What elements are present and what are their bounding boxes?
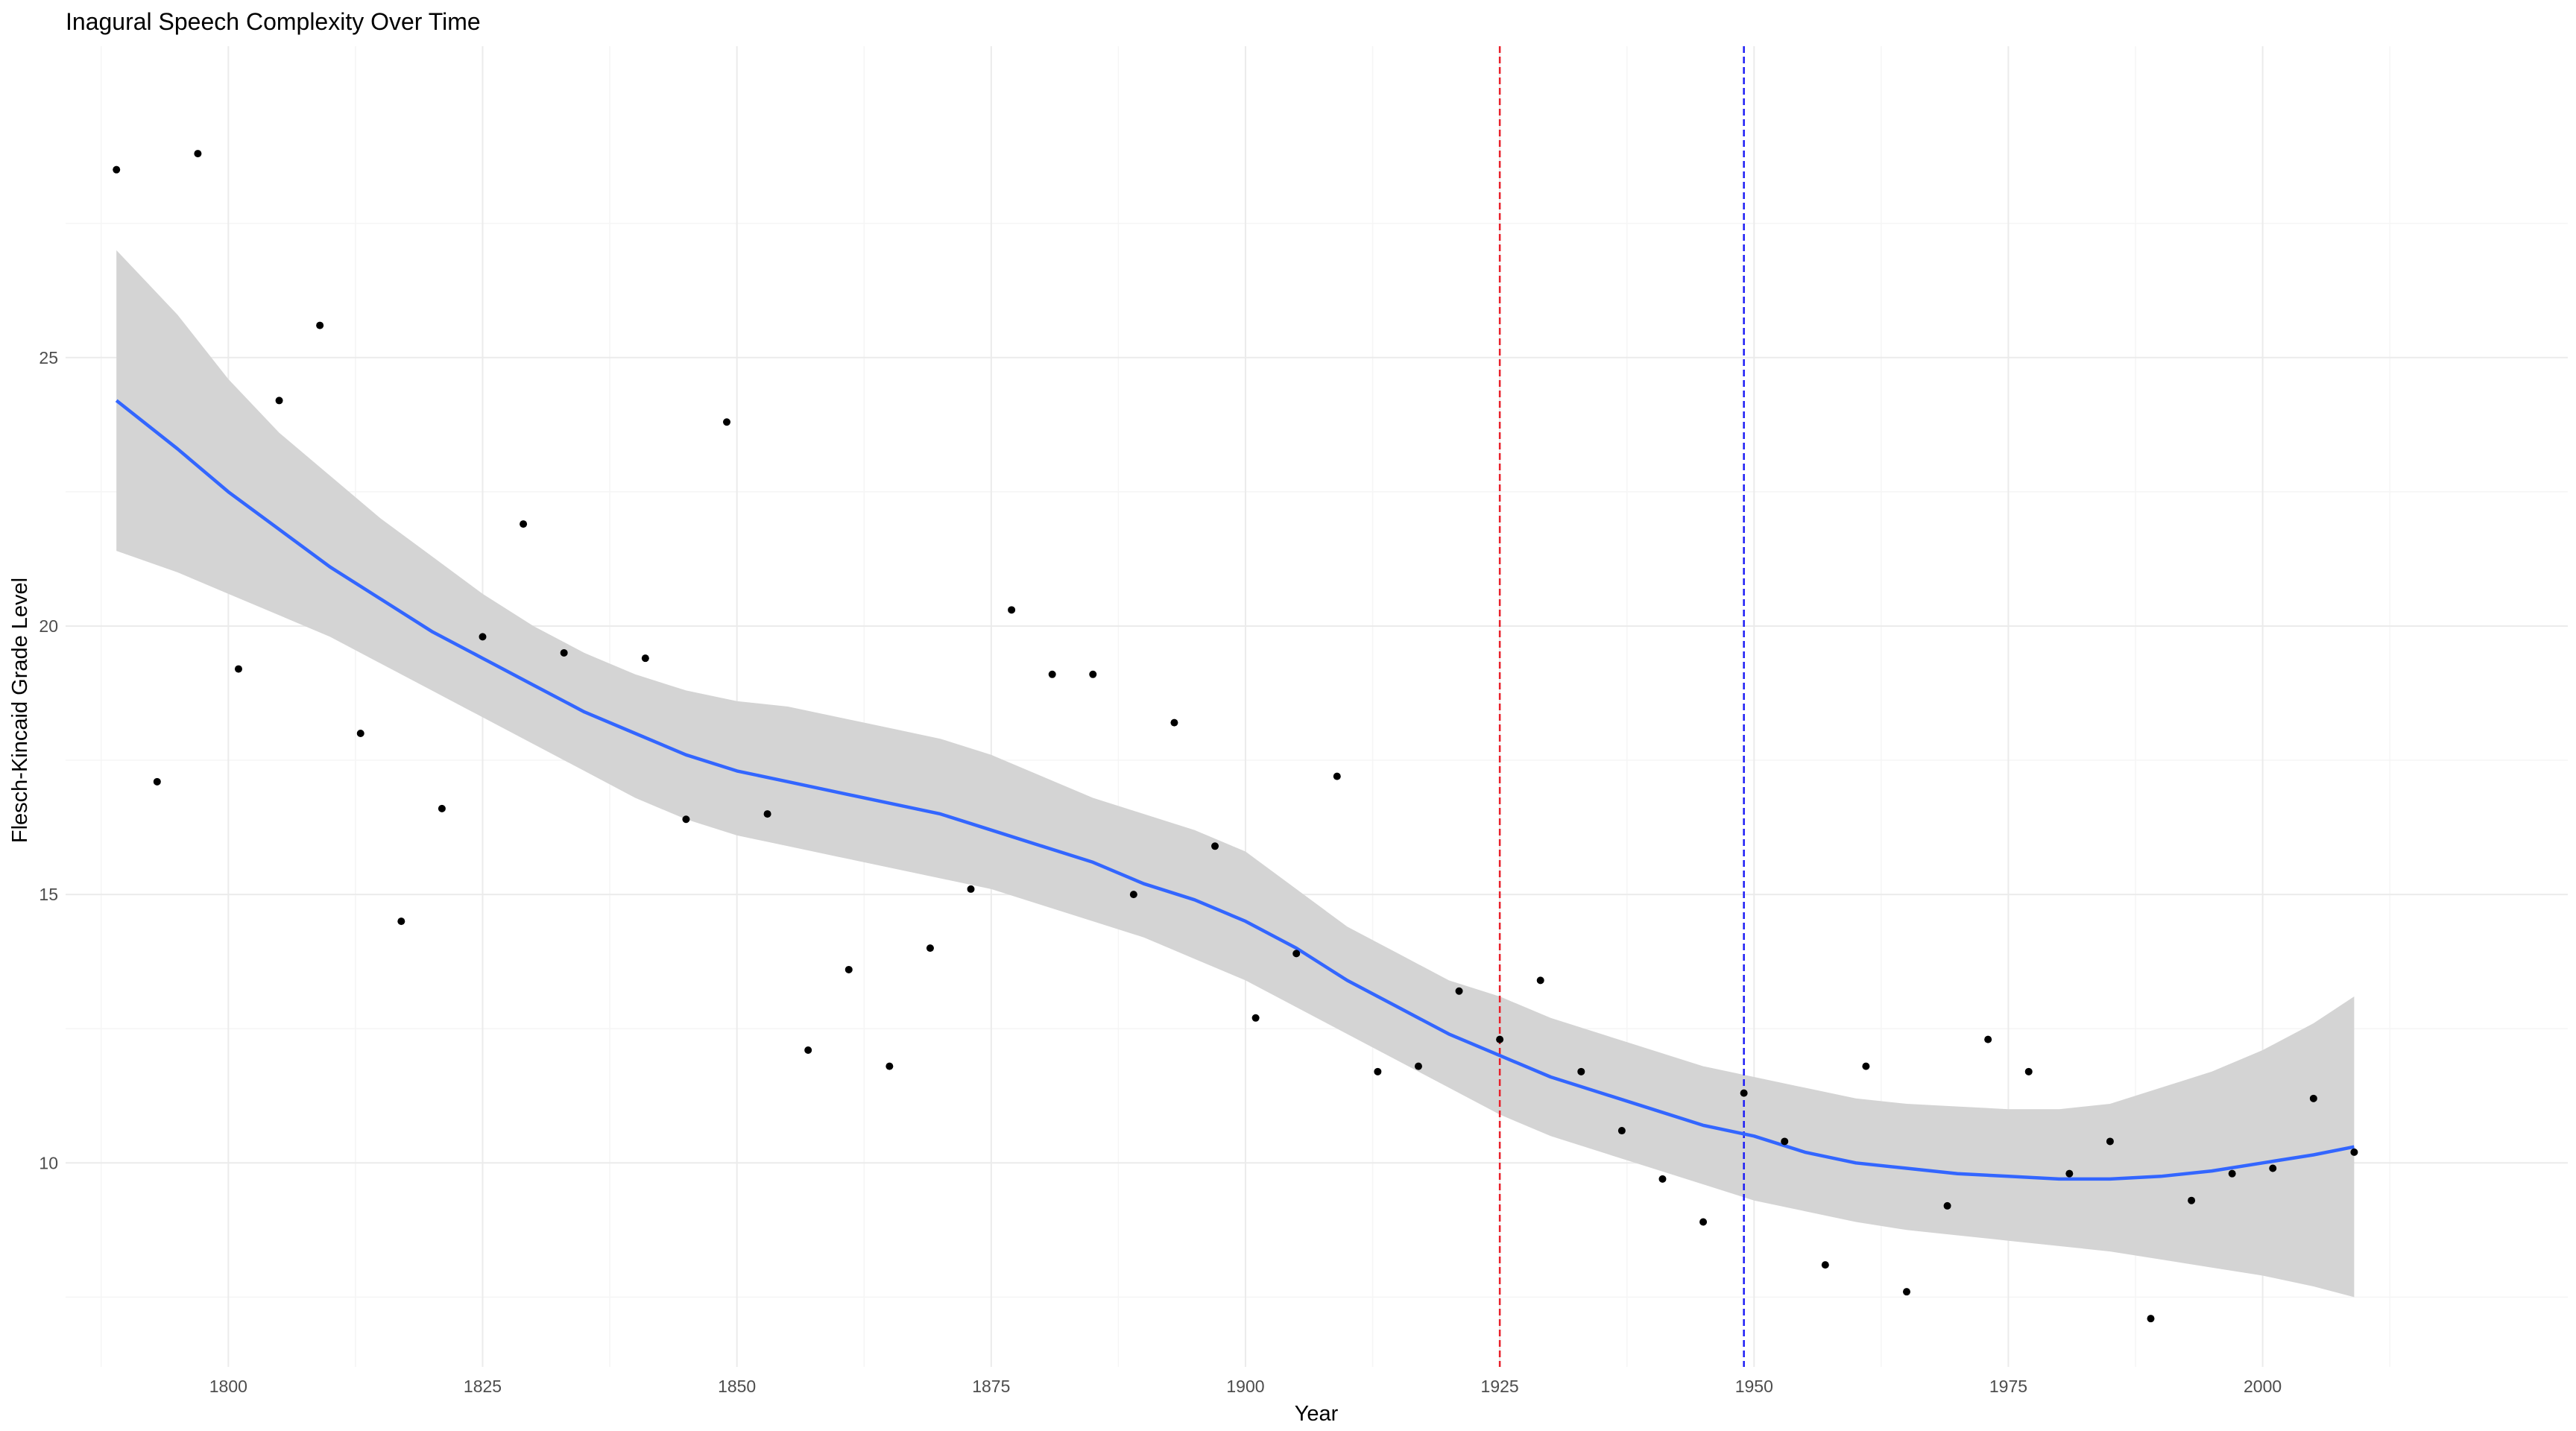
data-point bbox=[194, 150, 202, 158]
data-point bbox=[1496, 1035, 1504, 1043]
data-point bbox=[1089, 670, 1097, 678]
data-point bbox=[438, 804, 446, 812]
data-points bbox=[113, 150, 2358, 1323]
data-point bbox=[967, 885, 975, 893]
chart-title: Inagural Speech Complexity Over Time bbox=[66, 8, 481, 35]
x-tick-label: 2000 bbox=[2244, 1377, 2282, 1396]
x-tick-labels: 1800 1825 1850 1875 1900 1925 1950 1975 2000 bbox=[209, 1377, 2282, 1396]
x-tick-label: 1850 bbox=[718, 1377, 756, 1396]
data-point bbox=[1943, 1201, 1951, 1210]
data-point bbox=[2350, 1148, 2358, 1156]
data-point bbox=[2147, 1315, 2155, 1323]
data-point bbox=[1984, 1035, 1992, 1043]
x-tick-label: 1900 bbox=[1226, 1377, 1264, 1396]
data-point bbox=[845, 965, 853, 973]
x-tick-label: 1875 bbox=[972, 1377, 1010, 1396]
confidence-band-layer bbox=[116, 250, 2355, 1298]
data-point bbox=[2024, 1067, 2033, 1075]
data-point bbox=[1048, 670, 1056, 678]
data-point bbox=[763, 810, 771, 818]
data-point bbox=[113, 165, 121, 174]
data-point bbox=[397, 917, 405, 926]
data-point bbox=[723, 418, 731, 426]
data-point bbox=[1333, 772, 1341, 780]
data-point bbox=[1170, 718, 1178, 727]
data-point bbox=[1577, 1067, 1585, 1075]
data-point bbox=[2269, 1164, 2277, 1172]
data-point bbox=[2106, 1137, 2114, 1146]
data-point bbox=[2065, 1169, 2074, 1178]
data-point bbox=[1617, 1127, 1626, 1135]
data-point bbox=[1862, 1062, 1870, 1070]
data-point bbox=[1658, 1175, 1667, 1183]
reference-lines bbox=[1498, 46, 1745, 1367]
data-point bbox=[1211, 842, 1219, 850]
smooth-line bbox=[115, 399, 2355, 1181]
confidence-band bbox=[116, 250, 2355, 1298]
data-point bbox=[926, 944, 934, 953]
y-tick-label: 25 bbox=[39, 348, 58, 367]
x-tick-label: 1825 bbox=[464, 1377, 502, 1396]
data-point bbox=[1781, 1137, 1789, 1146]
data-point bbox=[153, 777, 161, 786]
data-point bbox=[1374, 1067, 1382, 1075]
data-point bbox=[1414, 1062, 1422, 1070]
y-axis-title: Flesch-Kincaid Grade Level bbox=[8, 578, 32, 843]
data-point bbox=[479, 633, 487, 641]
data-point bbox=[2309, 1094, 2317, 1102]
data-point bbox=[1699, 1218, 1708, 1226]
data-point bbox=[356, 730, 364, 738]
data-point bbox=[2228, 1169, 2236, 1178]
data-point bbox=[1902, 1288, 1910, 1296]
data-point bbox=[682, 815, 690, 824]
y-tick-label: 10 bbox=[39, 1153, 58, 1172]
data-point bbox=[1455, 987, 1463, 995]
data-point bbox=[1536, 976, 1544, 985]
y-tick-label: 20 bbox=[39, 616, 58, 636]
data-point bbox=[316, 321, 324, 329]
x-tick-label: 1800 bbox=[209, 1377, 247, 1396]
x-axis-title: Year bbox=[1295, 1402, 1339, 1426]
y-tick-labels: 10 15 20 25 bbox=[39, 348, 58, 1172]
data-point bbox=[804, 1046, 812, 1055]
data-point bbox=[1008, 606, 1016, 614]
data-point bbox=[641, 654, 649, 663]
data-point bbox=[886, 1062, 894, 1070]
data-point bbox=[275, 397, 283, 405]
y-tick-label: 15 bbox=[39, 885, 58, 904]
smooth-line-layer bbox=[115, 399, 2355, 1181]
data-point bbox=[520, 520, 528, 528]
data-point bbox=[1129, 891, 1137, 899]
data-point bbox=[1740, 1089, 1748, 1097]
x-tick-label: 1975 bbox=[1989, 1377, 2027, 1396]
x-tick-label: 1950 bbox=[1735, 1377, 1773, 1396]
data-point bbox=[1292, 950, 1301, 958]
data-point bbox=[560, 648, 568, 657]
data-point bbox=[234, 665, 242, 673]
x-tick-label: 1925 bbox=[1481, 1377, 1519, 1396]
data-point bbox=[1821, 1261, 1829, 1269]
data-point bbox=[2188, 1196, 2196, 1204]
data-point bbox=[1251, 1014, 1260, 1022]
